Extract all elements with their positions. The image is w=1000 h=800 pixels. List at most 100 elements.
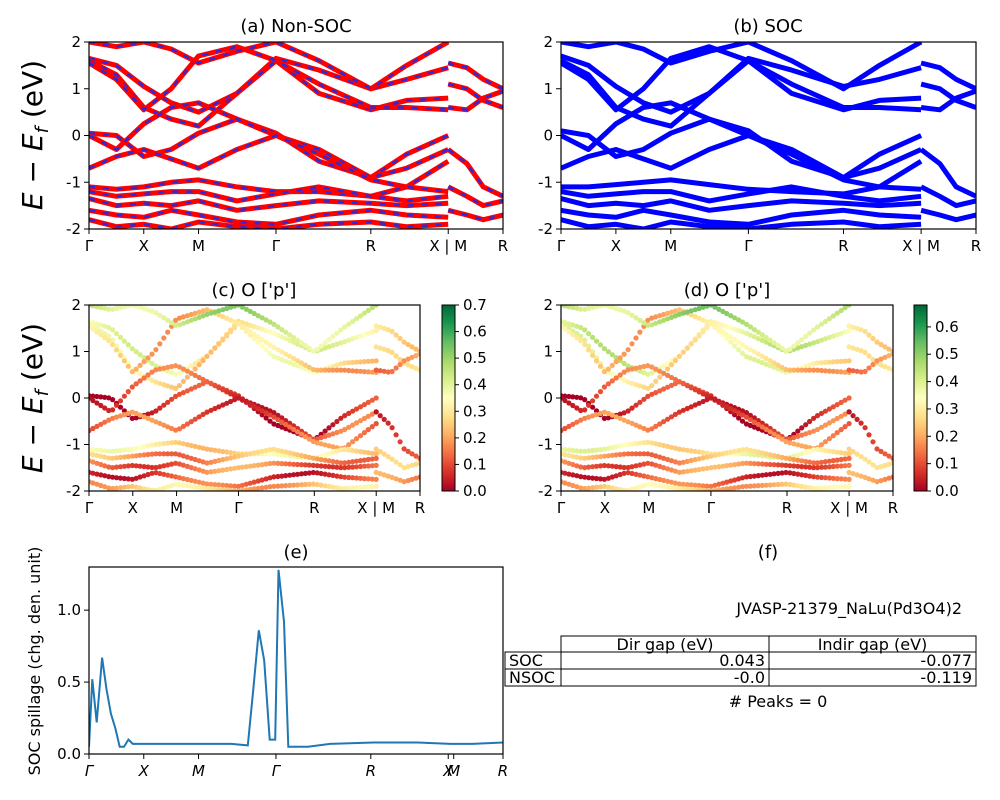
proj-point	[397, 335, 403, 342]
proj-point	[141, 306, 147, 312]
proj-point	[862, 368, 868, 375]
proj-point	[814, 465, 821, 471]
proj-point	[747, 422, 754, 429]
proj-point	[775, 470, 781, 476]
proj-point	[739, 350, 746, 356]
proj-point	[173, 439, 179, 445]
proj-point	[597, 389, 604, 395]
proj-point	[326, 443, 332, 449]
proj-point	[590, 404, 596, 410]
proj-point	[373, 483, 379, 489]
proj-point	[94, 393, 100, 400]
proj-point	[799, 337, 805, 343]
proj-point	[625, 451, 631, 457]
proj-point	[192, 360, 198, 366]
proj-point	[582, 306, 588, 312]
proj-point	[405, 356, 411, 362]
proj-point	[736, 317, 742, 323]
proj-point	[724, 479, 730, 485]
proj-point	[302, 362, 308, 368]
proj-point	[834, 476, 840, 482]
proj-point	[176, 315, 183, 321]
proj-point	[818, 410, 825, 416]
proj-point	[184, 368, 190, 374]
proj-point	[846, 323, 852, 329]
proj-point	[593, 338, 600, 344]
proj-point	[121, 358, 127, 364]
proj-point	[413, 475, 419, 481]
proj-point	[803, 472, 809, 478]
proj-point	[747, 483, 754, 489]
proj-point	[676, 446, 683, 452]
x-tick-label: Γ	[557, 499, 566, 517]
proj-point	[625, 347, 631, 353]
proj-point	[106, 417, 112, 423]
proj-point	[365, 358, 371, 364]
proj-point	[846, 367, 852, 373]
proj-point	[886, 365, 892, 371]
proj-point	[759, 360, 765, 366]
proj-point	[799, 432, 805, 438]
x-tick-label: R	[888, 499, 898, 517]
proj-point	[807, 418, 813, 425]
spillage-line-0	[89, 569, 503, 748]
proj-point	[389, 368, 395, 375]
proj-point	[811, 474, 817, 480]
proj-point	[192, 366, 198, 372]
x-tick-label: Γ	[272, 237, 281, 255]
proj-point	[291, 426, 297, 432]
proj-point	[220, 307, 226, 313]
proj-point	[417, 367, 420, 373]
axes-frame	[560, 304, 894, 492]
proj-point	[188, 317, 194, 323]
proj-point	[771, 431, 777, 437]
proj-point	[842, 484, 848, 490]
proj-point	[763, 482, 769, 488]
proj-point	[830, 458, 836, 464]
proj-point	[736, 476, 742, 482]
proj-point	[373, 323, 379, 329]
proj-point	[165, 462, 171, 468]
proj-point	[700, 455, 706, 461]
proj-point	[870, 439, 876, 445]
proj-point	[696, 466, 702, 473]
proj-point	[346, 360, 352, 366]
proj-point	[239, 323, 245, 329]
proj-point	[165, 383, 171, 389]
proj-point	[562, 319, 568, 326]
proj-point	[728, 449, 734, 455]
proj-point	[283, 426, 289, 432]
proj-point	[621, 308, 627, 314]
proj-point	[834, 484, 840, 490]
proj-point	[787, 481, 793, 488]
proj-point	[633, 402, 639, 408]
proj-point	[200, 381, 206, 387]
proj-point	[704, 450, 710, 456]
proj-point	[157, 420, 163, 426]
proj-point	[224, 315, 230, 321]
proj-point	[803, 422, 809, 428]
x-tick-label: R	[366, 237, 376, 255]
proj-point	[874, 339, 880, 345]
proj-point	[94, 305, 100, 310]
proj-point	[700, 450, 706, 456]
proj-point	[385, 420, 391, 426]
proj-point	[173, 427, 179, 433]
y-tick-label: -2	[538, 482, 553, 500]
colorbar-tick-label: 0.4	[463, 376, 487, 394]
proj-point	[665, 316, 671, 322]
proj-point	[275, 483, 281, 489]
proj-point	[763, 426, 769, 432]
proj-point	[216, 404, 222, 410]
proj-point	[298, 471, 305, 477]
proj-point	[141, 464, 147, 470]
proj-point	[842, 305, 848, 311]
proj-point	[586, 448, 592, 454]
proj-point	[259, 462, 265, 468]
proj-point	[672, 445, 679, 451]
proj-point	[613, 414, 619, 420]
proj-point	[613, 444, 619, 450]
panel-e-title: (e)	[283, 542, 308, 563]
proj-point	[574, 473, 580, 479]
proj-point	[263, 484, 269, 490]
